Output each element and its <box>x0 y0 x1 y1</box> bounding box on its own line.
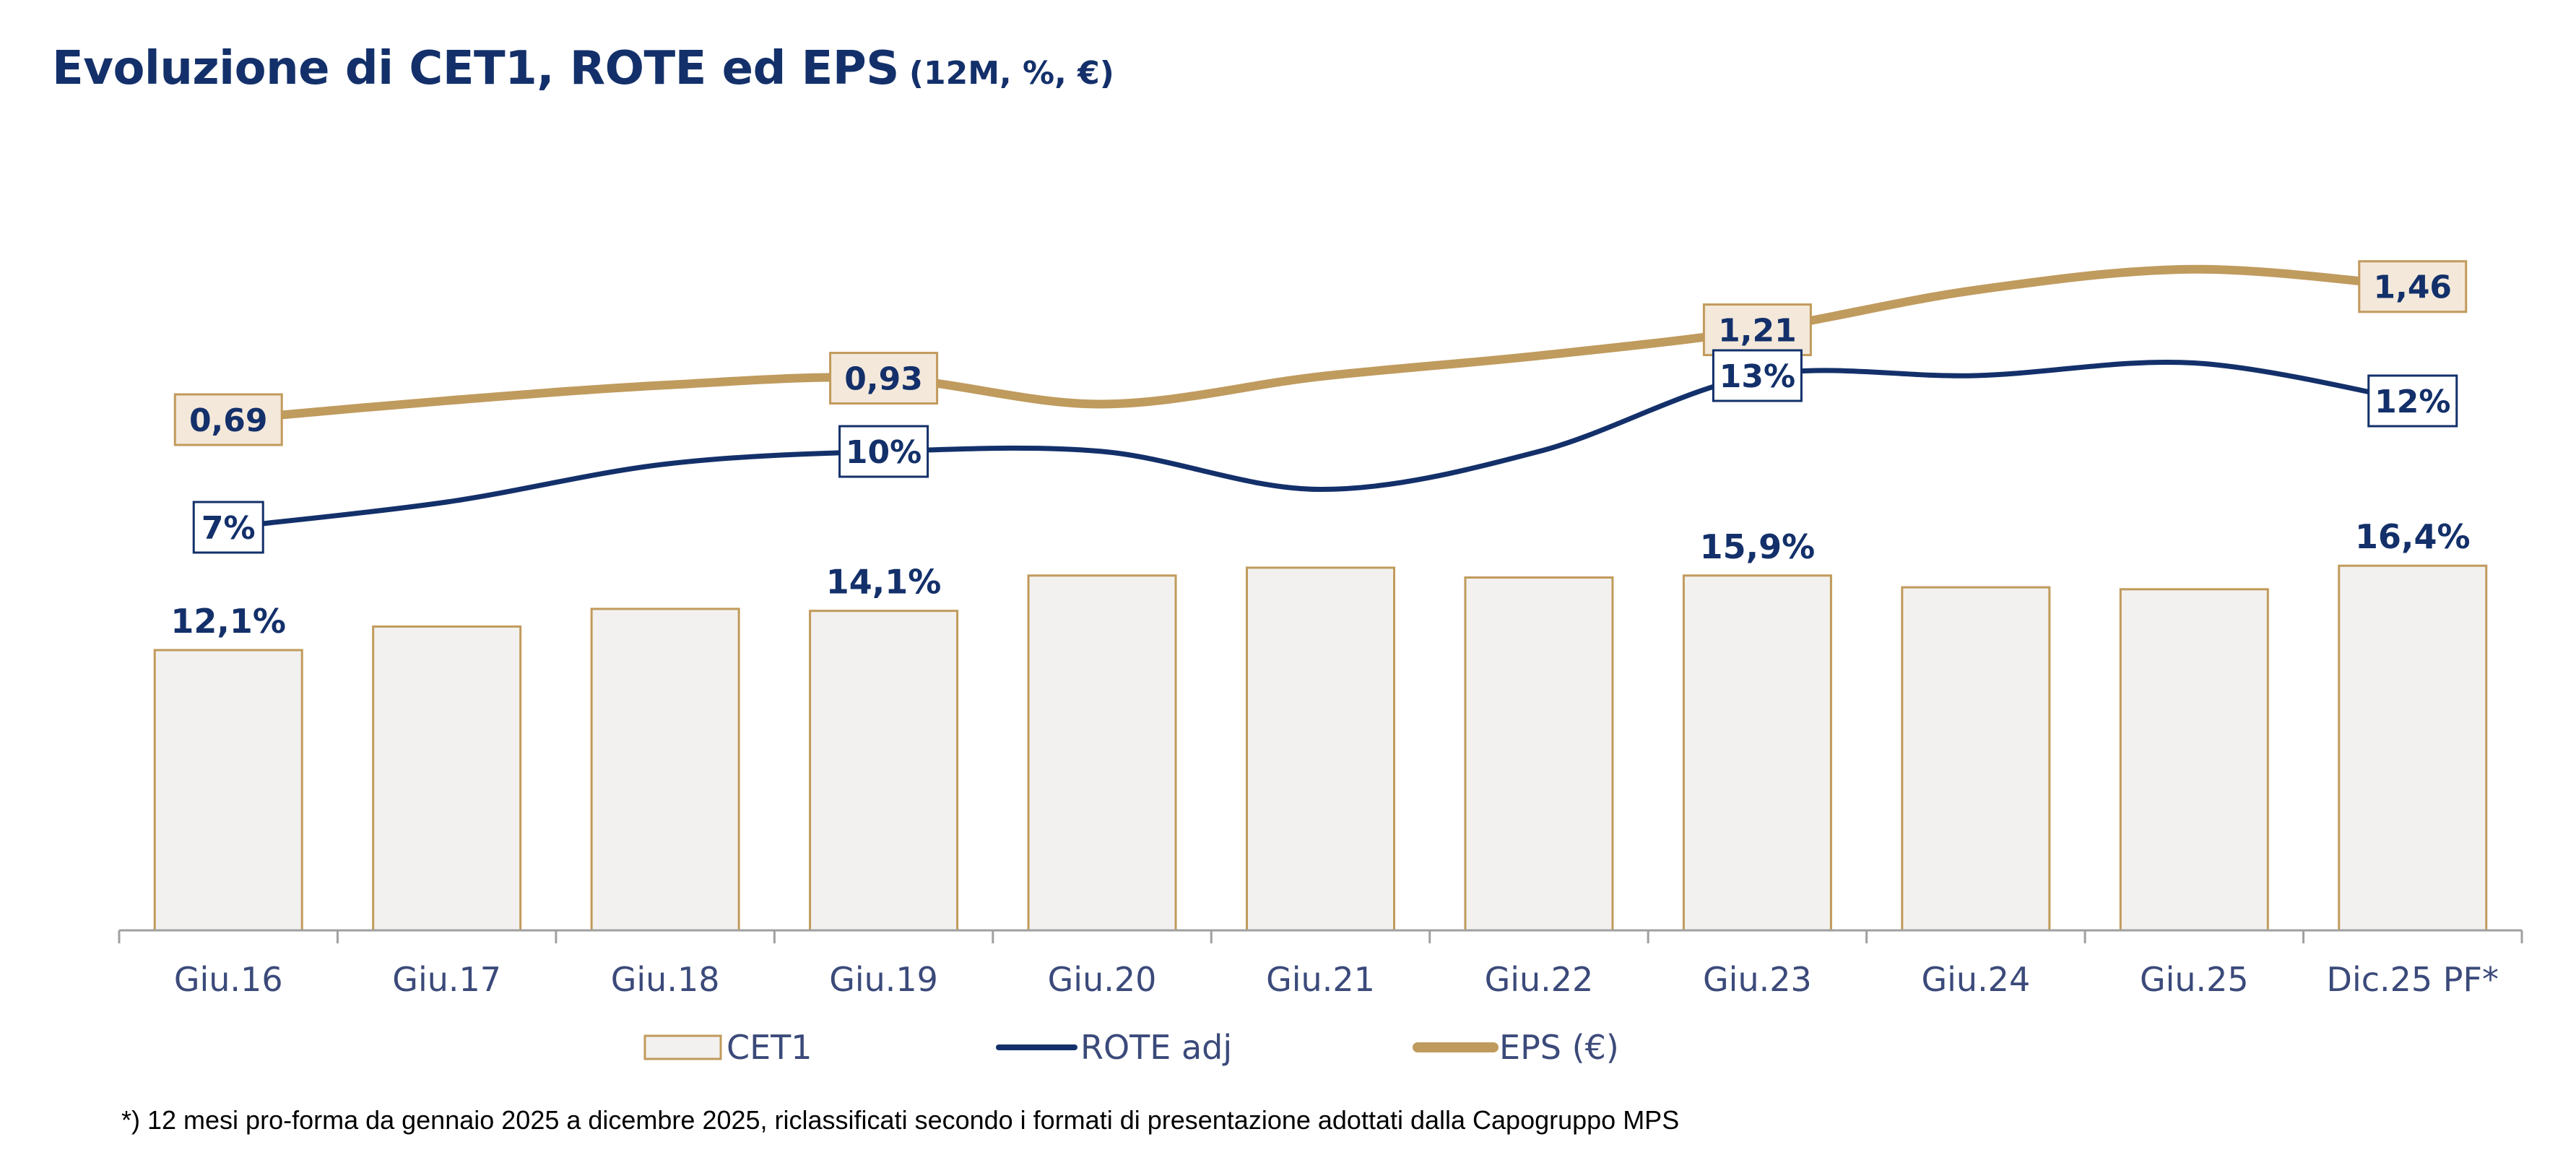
cet1-bar <box>809 610 959 932</box>
cet1-bar <box>2119 588 2269 932</box>
cet1-bar <box>590 607 740 932</box>
legend-label: ROTE adj <box>1080 1028 1232 1067</box>
eps-data-label-box <box>1702 303 1812 357</box>
x-tick-label: Giu.22 <box>1485 960 1594 999</box>
rote-data-label: 12% <box>2375 384 2450 420</box>
x-tick-label: Giu.19 <box>829 960 938 999</box>
x-tick-label: Giu.25 <box>2140 960 2249 999</box>
x-tick-label: Giu.18 <box>611 960 720 999</box>
legend-label: EPS (€) <box>1499 1028 1619 1067</box>
cet1-data-label: 15,9% <box>1700 527 1816 566</box>
x-tick-label: Giu.16 <box>174 960 283 999</box>
cet1-bar <box>1246 566 1395 932</box>
cet1-bar <box>1464 576 1614 932</box>
eps-data-label: 1,46 <box>2373 269 2452 306</box>
cet1-data-label: 16,4% <box>2355 517 2471 556</box>
eps-data-label: 1,21 <box>1718 313 1797 350</box>
x-tick-label: Giu.21 <box>1266 960 1375 999</box>
eps-data-label-box <box>829 352 939 405</box>
eps-data-label: 0,93 <box>844 361 923 398</box>
cet1-bar <box>1027 574 1177 932</box>
footnote: *) 12 mesi pro-forma da gennaio 2025 a d… <box>121 1105 1680 1135</box>
cet1-bar <box>1682 574 1832 932</box>
rote-data-label: 13% <box>1719 358 1795 395</box>
cet1-bar <box>2338 564 2488 932</box>
x-tick-label: Giu.24 <box>1921 960 2030 999</box>
rote-data-label-box <box>838 425 929 478</box>
cet1-data-label: 12,1% <box>170 602 286 641</box>
cet1-data-label: 14,1% <box>826 563 942 602</box>
cet1-bar <box>153 649 303 932</box>
rote-data-label: 7% <box>201 510 256 547</box>
legend-swatch-cet1 <box>643 1034 722 1060</box>
x-tick-label: Dic.25 PF* <box>2327 960 2499 999</box>
rote-data-label: 10% <box>846 434 921 471</box>
legend-label: CET1 <box>727 1028 812 1067</box>
title-text: Evoluzione di CET1, ROTE ed EPS <box>52 42 899 95</box>
x-tick-label: Giu.23 <box>1703 960 1812 999</box>
rote-data-label-box <box>192 501 264 554</box>
cet1-bar <box>1901 586 2051 932</box>
cet1-bar <box>372 625 522 932</box>
eps-data-label-box <box>2358 260 2468 313</box>
x-tick-label: Giu.20 <box>1048 960 1157 999</box>
rote-data-label-box <box>2367 374 2458 428</box>
eps-line <box>224 264 2417 424</box>
chart-title: Evoluzione di CET1, ROTE ed EPS (12M, %, … <box>52 42 1114 95</box>
x-tick-label: Giu.17 <box>392 960 501 999</box>
eps-data-label-box <box>173 393 283 446</box>
rote-line <box>225 359 2416 530</box>
eps-data-label: 0,69 <box>189 402 268 439</box>
rote-data-label-box <box>1712 349 1803 402</box>
title-units: (12M, %, €) <box>908 55 1114 92</box>
